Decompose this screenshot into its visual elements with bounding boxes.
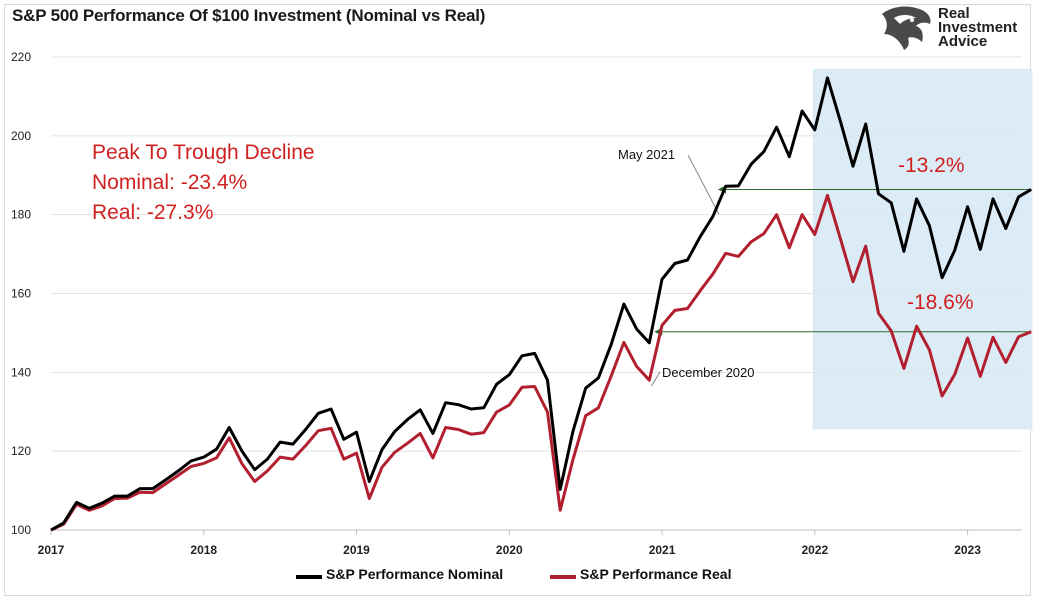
may-2021-leader-line (687, 154, 720, 215)
x-tick-label: 2022 (801, 543, 828, 557)
x-tick-label: 2021 (649, 543, 676, 557)
legend-label-nominal: S&P Performance Nominal (326, 566, 504, 582)
december-2020-leader-line (650, 371, 661, 387)
x-axis-ticks: 2017 2018 2019 2020 2021 2022 2023 (38, 530, 981, 557)
series-line-real (50, 193, 1032, 532)
logo-text-line1: Real (938, 5, 970, 22)
y-tick-label: 120 (11, 444, 31, 458)
brand-logo: Real Investment Advice (878, 4, 1028, 52)
y-tick-label: 200 (11, 129, 31, 143)
eagle-head-icon (882, 6, 931, 51)
annotation-nominal: Nominal: -23.4% (92, 171, 248, 194)
may-2021-label: May 2021 (618, 147, 676, 162)
chart-title: S&P 500 Performance Of $100 Investment (… (12, 6, 486, 25)
x-tick-label: 2017 (38, 543, 65, 557)
x-tick-label: 2018 (190, 543, 217, 557)
december-2020-label: December 2020 (662, 365, 755, 380)
x-tick-label: 2019 (343, 543, 370, 557)
y-tick-label: 160 (11, 287, 31, 301)
y-tick-label: 220 (11, 50, 31, 64)
legend-swatch-real (550, 575, 576, 579)
nominal-change-label: -13.2% (898, 154, 965, 177)
real-change-label: -18.6% (907, 291, 974, 314)
y-tick-label: 180 (11, 208, 31, 222)
x-tick-label: 2023 (954, 543, 981, 557)
shaded-region (812, 68, 1033, 430)
peak-to-trough-annotation: Peak To Trough Decline Nominal: -23.4% R… (92, 138, 315, 228)
annotation-heading: Peak To Trough Decline (92, 141, 315, 164)
logo-text-line2: Investment (938, 19, 1018, 36)
logo-text-line3: Advice (938, 33, 988, 50)
y-axis-ticks: 100 120 140 160 180 200 220 (11, 50, 31, 537)
legend-label-real: S&P Performance Real (580, 566, 732, 582)
y-tick-label: 100 (11, 523, 31, 537)
series-line-nominal (50, 76, 1032, 532)
y-tick-label: 140 (11, 365, 31, 379)
annotation-real: Real: -27.3% (92, 201, 214, 224)
x-tick-label: 2020 (496, 543, 523, 557)
legend-swatch-nominal (296, 575, 322, 579)
